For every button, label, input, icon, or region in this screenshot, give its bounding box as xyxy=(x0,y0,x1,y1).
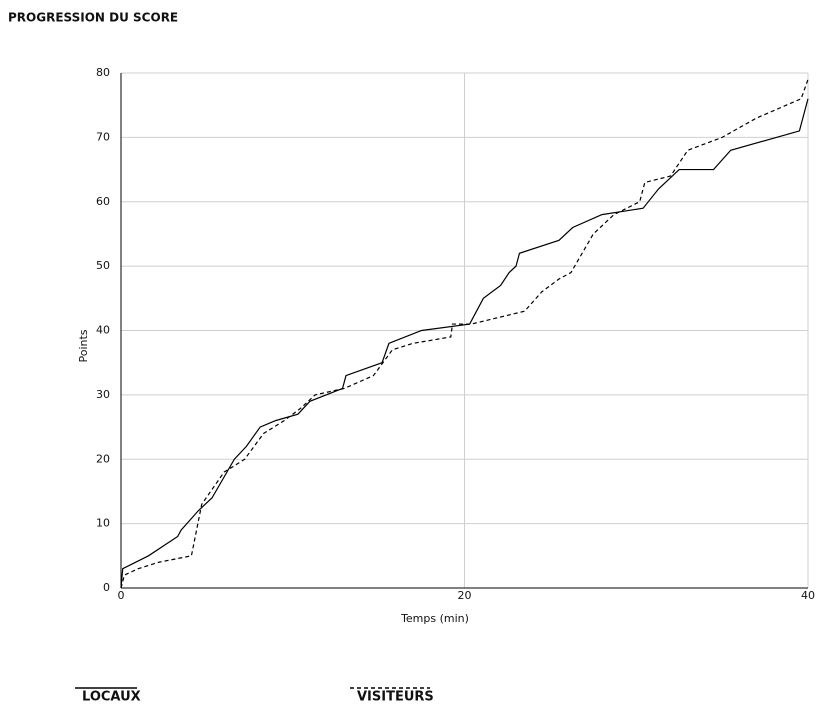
series-line xyxy=(120,79,809,589)
y-tick-label: 80 xyxy=(96,66,110,79)
x-tick-label: 0 xyxy=(118,589,125,602)
x-tick-label: 20 xyxy=(458,589,472,602)
legend-label: VISITEURS xyxy=(357,690,434,705)
x-axis-label: Temps (min) xyxy=(400,612,469,625)
y-tick-label: 70 xyxy=(96,130,110,143)
y-tick-label: 60 xyxy=(96,195,110,208)
y-tick-label: 20 xyxy=(96,452,110,465)
series-line xyxy=(120,98,809,589)
x-tick-label: 40 xyxy=(801,589,815,602)
y-tick-label: 10 xyxy=(96,517,110,530)
y-tick-label: 0 xyxy=(103,581,110,594)
y-tick-label: 30 xyxy=(96,388,110,401)
y-tick-label: 50 xyxy=(96,259,110,272)
y-tick-label: 40 xyxy=(96,324,110,337)
legend-label: LOCAUX xyxy=(82,690,141,705)
y-axis-label: Points xyxy=(77,329,90,362)
chart-title: PROGRESSION DU SCORE xyxy=(8,11,178,25)
